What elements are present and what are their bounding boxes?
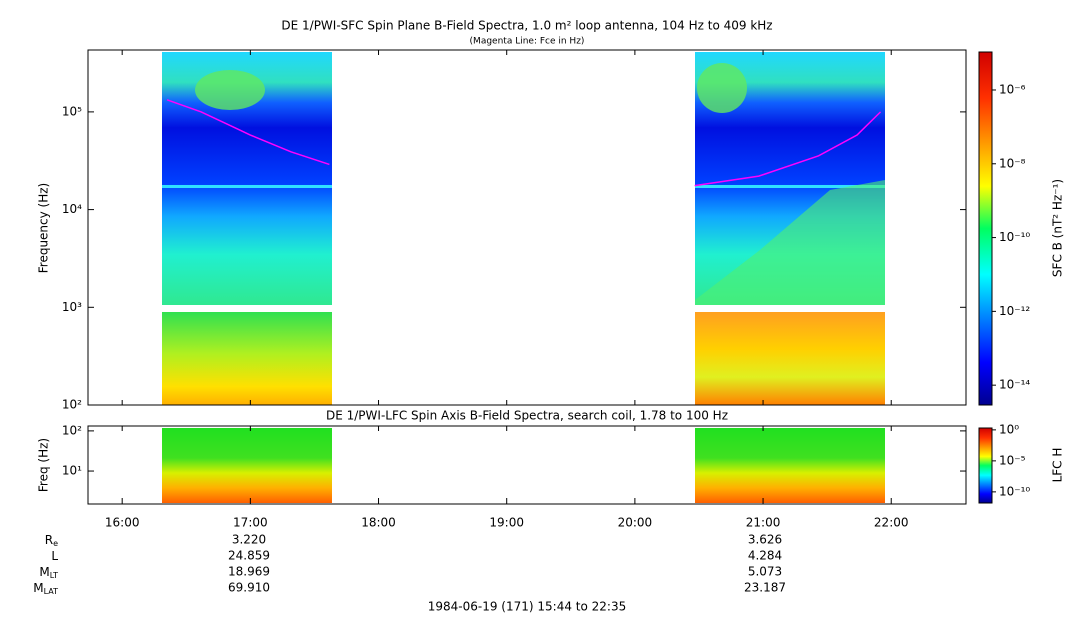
footer: 1984-06-19 (171) 15:44 to 22:35 [428,600,626,614]
fce-line [694,111,882,187]
y-tick-label: 10³ [62,300,82,314]
ephemeris-label-main: R [45,533,53,547]
chart-title: DE 1/PWI-LFC Spin Axis B-Field Spectra, … [326,409,728,423]
y-tick-label: 10⁵ [62,104,82,118]
colorbar-tick-label: 10⁻¹² [999,304,1030,318]
colorbar-tick-label: 10⁰ [999,422,1019,436]
chart-title: DE 1/PWI-SFC Spin Plane B-Field Spectra,… [281,19,772,33]
y-tick-label: 10² [62,398,82,412]
ephemeris-value: 4.284 [748,549,782,563]
colorbar [978,51,993,406]
colorbar-tick-label: 10⁻⁸ [999,156,1026,170]
colorbar-tick-label: 10⁻⁶ [999,82,1026,96]
ephemeris-value: 5.073 [748,565,782,579]
colorbar-label: LFC H [1051,448,1065,483]
colorbar-tick-label: 10⁻¹⁰ [999,230,1030,244]
ephemeris-value: 69.910 [228,581,270,595]
y-tick-label: 10¹ [62,464,82,478]
plot-frame [87,49,967,406]
x-tick-label: 21:00 [746,516,781,530]
y-tick-label: 10² [62,423,82,437]
ephemeris-label-sub: e [53,539,58,548]
ephemeris-label-main: M [39,565,49,579]
x-tick-label: 16:00 [105,516,140,530]
ephemeris-value: 3.626 [748,533,782,547]
colorbar-tick-label: 10⁻¹⁰ [999,484,1030,498]
ephemeris-value: 18.969 [228,565,270,579]
ephemeris-value: 24.859 [228,549,270,563]
ephemeris-label-main: M [33,581,43,595]
y-axis-label: Frequency (Hz) [37,183,51,274]
x-tick-label: 22:00 [874,516,909,530]
fce-line [166,99,330,166]
spectrogram [162,52,885,503]
colorbar-tick-label: 10⁻¹⁴ [999,378,1030,392]
colorbar-label: SFC B (nT² Hz⁻¹) [1051,179,1065,277]
ephemeris-value: 3.220 [232,533,266,547]
x-tick-label: 20:00 [618,516,653,530]
colorbar [978,427,993,504]
ephemeris-label: L [51,549,58,563]
x-tick-label: 18:00 [361,516,396,530]
y-tick-label: 10⁴ [62,202,82,216]
y-axis-label: Freq (Hz) [37,438,51,492]
colorbar-tick-label: 10⁻⁵ [999,453,1026,467]
chart-subtitle: (Magenta Line: Fce in Hz) [470,37,585,47]
x-tick-label: 19:00 [489,516,524,530]
ephemeris-value: 23.187 [744,581,786,595]
ephemeris-label-main: L [51,549,58,563]
ephemeris-label: MLT [39,565,58,580]
x-tick-label: 17:00 [233,516,268,530]
ephemeris-label-sub: LAT [44,587,58,596]
ephemeris-label-sub: LT [50,571,58,580]
plot-frame [87,425,967,505]
ephemeris-label: Re [45,533,58,548]
ephemeris-label: MLAT [33,581,58,596]
